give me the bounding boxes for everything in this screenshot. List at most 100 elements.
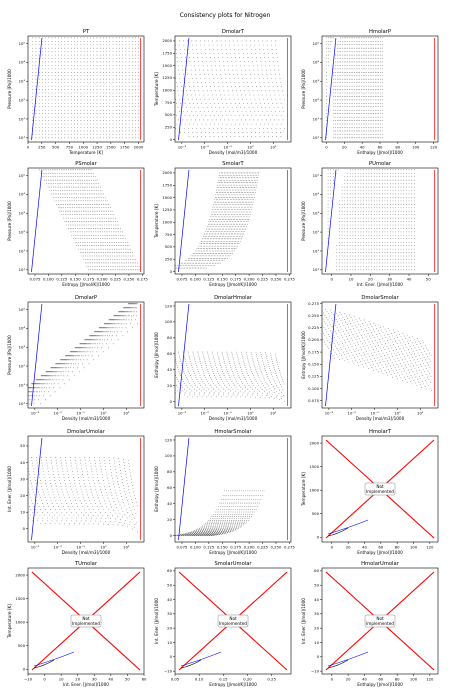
x-tick-label: 0.05 bbox=[171, 677, 180, 682]
y-tick-label: 80 bbox=[167, 335, 172, 340]
y-tick-label: 0 bbox=[170, 533, 173, 538]
x-tick-label: 20 bbox=[346, 545, 351, 550]
x-axis-label: Density [mol/m3]/1000 bbox=[356, 416, 405, 421]
x-tick-label: 20 bbox=[75, 677, 80, 682]
x-tick-label: 0.200 bbox=[244, 545, 255, 550]
annotation-box bbox=[364, 482, 396, 496]
x-axis-label: Entropy [J/mol/K]/1000 bbox=[209, 682, 257, 687]
chart-title: HmolarSmolar bbox=[214, 429, 252, 435]
plot-area bbox=[322, 303, 435, 407]
figure-title: Consistency plots for Nitrogen bbox=[179, 12, 271, 19]
annotation-text: Implemented bbox=[72, 621, 100, 626]
x-tick-label: 0.15 bbox=[219, 677, 228, 682]
y-tick-label: 0 bbox=[23, 667, 26, 672]
x-tick-label: 10⁻³ bbox=[178, 145, 187, 150]
y-axis-label: Int. Ener. [J/mol]/1000 bbox=[301, 598, 306, 644]
y-tick-label: 0.100 bbox=[308, 386, 319, 391]
x-tick-label: 10¹ bbox=[123, 545, 130, 550]
y-tick-label: 60 bbox=[167, 568, 172, 573]
y-tick-label: 1750 bbox=[162, 51, 172, 56]
chart-DmolarUmolar: DmolarUmolar 10⁻³ 10⁻² 10⁻¹ 10⁰ 10¹ 0 10 20 30 40 5… bbox=[7, 429, 145, 555]
chart-title: HmolarP bbox=[369, 29, 391, 35]
y-tick-label: 750 bbox=[165, 100, 173, 105]
y-tick-label: 10⁴ bbox=[19, 192, 26, 197]
y-tick-label: 1000 bbox=[15, 619, 25, 624]
x-tick-label: 0.225 bbox=[257, 277, 268, 282]
x-tick-label: 100 bbox=[410, 545, 418, 550]
y-tick-label: −10 bbox=[164, 668, 173, 673]
chart-title: DmolarP bbox=[75, 295, 97, 301]
chart-title: PSmolar bbox=[75, 161, 97, 167]
x-tick-label: 40 bbox=[362, 677, 367, 682]
isoline-points bbox=[175, 40, 285, 137]
x-tick-label: 0.125 bbox=[203, 277, 214, 282]
x-tick-label: 10⁻¹ bbox=[223, 411, 232, 416]
x-tick-label: 0.225 bbox=[110, 277, 121, 282]
x-tick-label: 10⁻³ bbox=[178, 411, 187, 416]
x-tick-label: 40 bbox=[407, 277, 412, 282]
x-tick-label: 0.250 bbox=[271, 277, 282, 282]
x-tick-label: 30 bbox=[387, 277, 392, 282]
axes-frame bbox=[174, 35, 292, 143]
x-tick-label: 0 bbox=[331, 545, 334, 550]
x-tick-label: 10¹ bbox=[270, 411, 277, 416]
y-tick-label: 1000 bbox=[309, 487, 319, 492]
y-tick-label: 10² bbox=[19, 229, 26, 234]
x-tick-label: 20 bbox=[342, 145, 347, 150]
isoline-curve bbox=[33, 659, 55, 669]
x-tick-label: 100 bbox=[410, 677, 418, 682]
x-tick-label: 80 bbox=[395, 677, 400, 682]
x-tick-label: 0.200 bbox=[244, 277, 255, 282]
y-tick-label: 20 bbox=[167, 517, 172, 522]
x-tick-label: 10⁰ bbox=[100, 545, 107, 550]
y-tick-label: 10⁵ bbox=[313, 41, 320, 46]
x-tick-label: 30 bbox=[92, 677, 97, 682]
y-tick-label: 10⁵ bbox=[19, 307, 26, 312]
y-tick-label: 1500 bbox=[309, 464, 319, 469]
x-tick-label: 80 bbox=[395, 545, 400, 550]
y-tick-label: 10⁴ bbox=[313, 192, 320, 197]
x-tick-label: 10⁰ bbox=[247, 411, 254, 416]
x-tick-label: 0.100 bbox=[190, 277, 201, 282]
y-tick-label: 10⁴ bbox=[19, 326, 26, 331]
axes-frame bbox=[27, 567, 145, 675]
chart-title: DmolarUmolar bbox=[67, 429, 106, 435]
y-axis-label: Int. Ener. [J/mol]/1000 bbox=[154, 598, 159, 644]
plot-area bbox=[325, 37, 435, 141]
annotation-box bbox=[364, 614, 396, 628]
x-tick-label: 10¹ bbox=[123, 411, 130, 416]
y-tick-label: 500 bbox=[165, 112, 173, 117]
x-tick-label: 0.075 bbox=[30, 277, 41, 282]
isoline-points bbox=[322, 308, 432, 391]
y-tick-label: 1250 bbox=[162, 207, 172, 212]
plot-area bbox=[175, 169, 288, 273]
x-tick-label: 10⁻² bbox=[201, 145, 210, 150]
x-tick-label: 10⁻¹ bbox=[223, 145, 232, 150]
y-tick-label: 30 bbox=[20, 476, 25, 481]
y-tick-label: 50 bbox=[20, 443, 25, 448]
y-tick-label: 20 bbox=[167, 625, 172, 630]
y-tick-label: 10³ bbox=[19, 345, 26, 350]
x-tick-label: 250 bbox=[38, 145, 46, 150]
y-tick-label: 2000 bbox=[162, 170, 172, 175]
x-tick-label: 10⁻¹ bbox=[370, 411, 379, 416]
annotation-text: Not bbox=[82, 616, 90, 621]
x-tick-label: 0.175 bbox=[230, 277, 241, 282]
x-tick-label: 40 bbox=[360, 145, 365, 150]
isoline-points bbox=[28, 457, 138, 533]
x-tick-label: 1750 bbox=[120, 145, 130, 150]
axes-frame bbox=[174, 167, 292, 275]
x-tick-label: 0.150 bbox=[217, 545, 228, 550]
y-tick-label: 100 bbox=[165, 453, 173, 458]
y-tick-label: 10¹ bbox=[19, 401, 26, 406]
chart-title: TUmolar bbox=[74, 561, 98, 567]
y-tick-label: 10³ bbox=[19, 79, 26, 84]
x-tick-label: 40 bbox=[362, 545, 367, 550]
chart-title: DmolarHmolar bbox=[214, 295, 253, 301]
annotation-text: Not bbox=[376, 616, 384, 621]
annotation-text: Not bbox=[229, 616, 237, 621]
y-tick-label: 40 bbox=[20, 460, 25, 465]
chart-DmolarP: DmolarP 10⁻³ 10⁻² 10⁻¹ 10⁰ 10¹ 10¹ 10¹ 10² 10³ 10⁴… bbox=[7, 295, 145, 421]
